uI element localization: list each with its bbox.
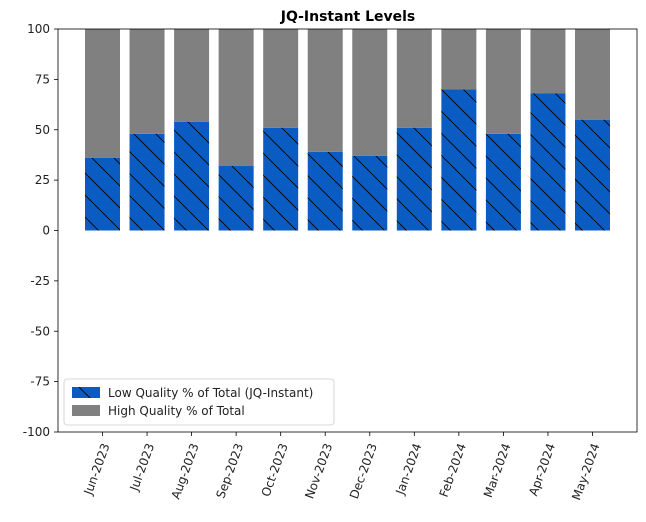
plot-frame: [57, 28, 638, 433]
x-tick-label: Aug-2023: [169, 441, 202, 501]
legend-entry-high-quality-swatch: [72, 405, 100, 416]
bar-low-quality-hatch: [263, 127, 299, 231]
y-tick-label: 75: [35, 72, 50, 86]
x-tick-label: May-2024: [569, 441, 602, 502]
x-tick-label: Mar-2024: [481, 441, 514, 499]
y-tick-label: -50: [30, 324, 50, 338]
bar-high-quality: [85, 29, 120, 158]
bar-low-quality-hatch: [85, 157, 120, 231]
x-tick-label: Apr-2024: [526, 441, 558, 497]
bar-high-quality: [263, 29, 299, 128]
x-tick-label: Oct-2023: [259, 441, 291, 498]
y-tick-label: 50: [35, 123, 50, 137]
x-tick-label: Jan-2024: [393, 441, 425, 497]
bar-high-quality: [575, 29, 610, 120]
bar-high-quality: [174, 29, 210, 122]
legend: Low Quality % of Total (JQ-Instant) High …: [63, 378, 335, 426]
bar-high-quality: [129, 29, 165, 134]
bar-low-quality-hatch: [129, 133, 165, 231]
y-tick-label: -75: [30, 375, 50, 389]
bar-low-quality-hatch: [485, 133, 521, 231]
bar-high-quality: [530, 29, 566, 94]
legend-entry-low-quality-label: Low Quality % of Total (JQ-Instant): [108, 386, 313, 400]
x-tick-label: Dec-2023: [347, 441, 380, 500]
bar-low-quality-hatch: [218, 166, 254, 231]
y-tick-label: -100: [23, 425, 50, 439]
bar-high-quality: [218, 29, 254, 167]
x-tick-label: Sep-2023: [213, 441, 246, 500]
y-tick-label: 100: [27, 22, 50, 36]
y-tick-label: -25: [30, 274, 50, 288]
y-tick-label: 25: [35, 173, 50, 187]
bar-high-quality: [307, 29, 343, 152]
y-tick-label: 0: [42, 224, 50, 238]
bar-low-quality-hatch: [441, 89, 477, 231]
legend-box: [63, 378, 335, 426]
bar-high-quality: [441, 29, 477, 90]
x-tick-label: Feb-2024: [437, 441, 469, 499]
bar-low-quality-hatch: [174, 121, 210, 231]
x-tick-label: Nov-2023: [302, 441, 335, 500]
x-tick-label: Jul-2023: [127, 441, 157, 493]
bar-low-quality-hatch: [530, 93, 566, 231]
bar-high-quality: [485, 29, 521, 134]
bar-low-quality-hatch: [575, 119, 610, 231]
bar-low-quality-hatch: [307, 151, 343, 231]
bar-low-quality-hatch: [396, 127, 432, 231]
bar-high-quality: [352, 29, 388, 156]
bars-layer: [85, 29, 610, 231]
chart-title: JQ-Instant Levels: [280, 9, 416, 25]
x-tick-label: Jun-2023: [81, 441, 113, 497]
legend-entry-low-quality-swatch-hatch: [72, 387, 100, 398]
bar-high-quality: [396, 29, 432, 128]
bar-low-quality-hatch: [352, 155, 388, 231]
legend-entry-high-quality-label: High Quality % of Total: [108, 404, 245, 418]
